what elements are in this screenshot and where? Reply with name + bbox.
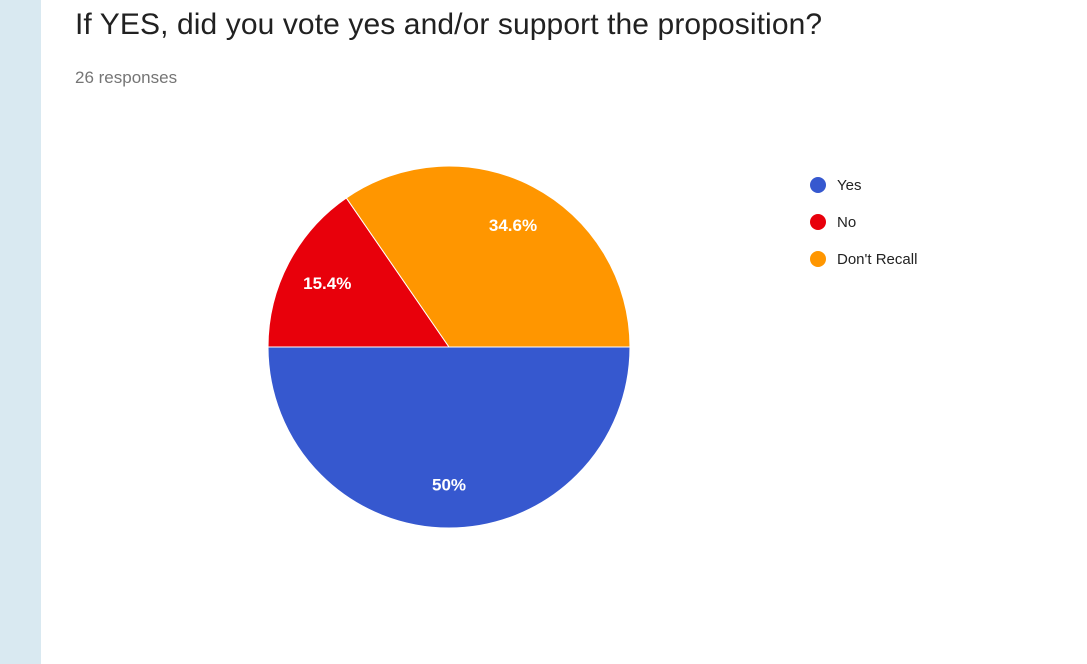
pie-slice-yes[interactable]: [267, 346, 631, 529]
question-card: If YES, did you vote yes and/or support …: [41, 0, 1087, 664]
legend-marker: [810, 251, 826, 267]
legend-marker: [810, 177, 826, 193]
legend-label: No: [837, 214, 856, 231]
chart-legend: Yes No Don't Recall: [810, 177, 917, 268]
question-title: If YES, did you vote yes and/or support …: [75, 8, 823, 41]
left-rail: [0, 0, 41, 664]
response-count: 26 responses: [75, 68, 178, 87]
legend-label: Don't Recall: [837, 251, 917, 268]
pie-slices: [267, 165, 631, 529]
pie-slice-label: 34.6%: [489, 216, 537, 235]
pie-chart: 50% 15.4% 34.6% Yes No Don't Recall: [267, 165, 917, 529]
pie-slice-no[interactable]: [267, 197, 450, 348]
legend-marker: [810, 214, 826, 230]
pie-slice-label: 15.4%: [303, 274, 351, 293]
legend-label: Yes: [837, 177, 861, 194]
pie-slice-label: 50%: [432, 476, 466, 495]
pie-slice-don-t-recall[interactable]: [345, 165, 631, 348]
pie-slice-labels: 50% 15.4% 34.6%: [303, 216, 537, 494]
